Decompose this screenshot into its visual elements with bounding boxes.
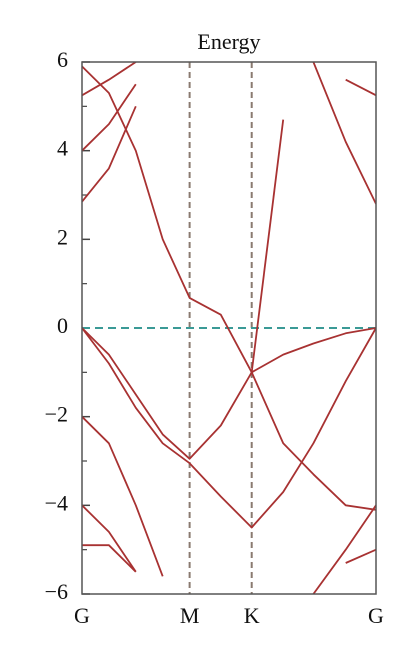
- y-tick-label: 0: [57, 313, 68, 338]
- y-tick-label: −4: [45, 490, 68, 515]
- band: [312, 504, 376, 594]
- x-tick-label: G: [368, 603, 384, 628]
- x-tick-label: M: [180, 603, 200, 628]
- band: [345, 78, 376, 97]
- y-tick-label: 2: [57, 224, 68, 249]
- y-tick-label: −6: [45, 579, 68, 604]
- band: [82, 65, 376, 511]
- plot-frame: [81, 61, 377, 595]
- x-tick-label: K: [244, 603, 260, 628]
- band: [82, 83, 137, 152]
- band: [82, 544, 137, 573]
- y-tick-label: 4: [57, 136, 68, 161]
- band: [82, 62, 137, 97]
- band: [82, 327, 376, 529]
- chart-title: Energy: [197, 29, 260, 54]
- band: [82, 416, 164, 577]
- band: [82, 327, 376, 460]
- band: [312, 62, 376, 205]
- band: [82, 504, 137, 573]
- band: [345, 548, 376, 564]
- band: [82, 105, 137, 203]
- band: [250, 119, 285, 373]
- x-tick-label: G: [74, 603, 90, 628]
- y-tick-label: 6: [57, 47, 68, 72]
- y-tick-label: −2: [45, 402, 68, 427]
